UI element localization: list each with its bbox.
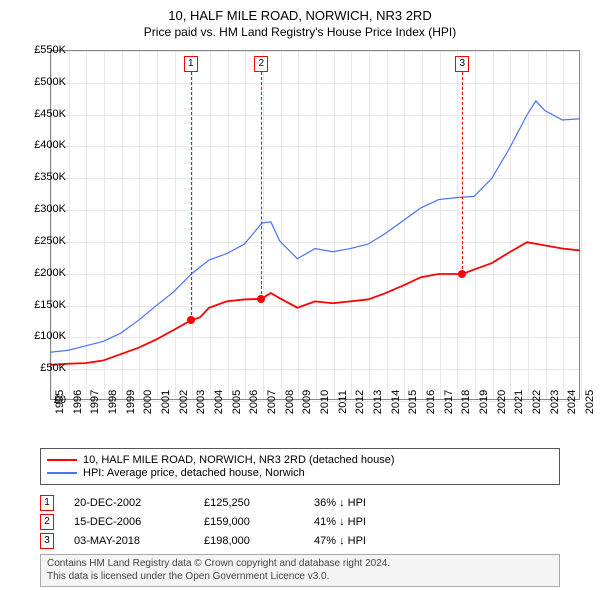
legend-swatch (47, 459, 77, 461)
legend-swatch (47, 472, 77, 474)
x-axis-label: 2024 (566, 390, 578, 414)
sale-marker-box: 3 (455, 56, 469, 72)
x-axis-label: 2023 (549, 390, 561, 414)
x-axis-label: 2014 (390, 390, 402, 414)
sale-event-row: 1 20-DEC-2002 £125,250 36% ↓ HPI (40, 495, 560, 511)
x-axis-label: 2003 (195, 390, 207, 414)
x-axis-label: 2011 (337, 390, 349, 414)
x-axis-label: 2018 (460, 390, 472, 414)
event-price: £125,250 (204, 497, 294, 509)
sale-marker-dot (187, 316, 195, 324)
event-hpi-diff: 41% ↓ HPI (314, 516, 414, 528)
x-axis-label: 1995 (54, 390, 66, 414)
x-axis-label: 2004 (213, 390, 225, 414)
x-axis-label: 2022 (531, 390, 543, 414)
event-hpi-diff: 36% ↓ HPI (314, 497, 414, 509)
sale-events-table: 1 20-DEC-2002 £125,250 36% ↓ HPI 2 15-DEC-200… (40, 492, 560, 552)
x-axis-label: 2005 (231, 390, 243, 414)
sale-event-row: 2 15-DEC-2006 £159,000 41% ↓ HPI (40, 514, 560, 530)
x-axis-label: 2015 (407, 390, 419, 414)
legend-box: 10, HALF MILE ROAD, NORWICH, NR3 2RD (de… (40, 448, 560, 485)
legend-row: 10, HALF MILE ROAD, NORWICH, NR3 2RD (de… (47, 454, 553, 466)
x-axis-label: 2009 (301, 390, 313, 414)
sale-marker-box: 2 (254, 56, 268, 72)
sale-marker-dot (458, 270, 466, 278)
x-axis-label: 2013 (372, 390, 384, 414)
event-index-box: 2 (40, 514, 54, 530)
y-axis-label: £550K (21, 44, 66, 56)
x-axis-label: 2016 (425, 390, 437, 414)
sale-marker-dot (257, 295, 265, 303)
sale-marker-box: 1 (184, 56, 198, 72)
x-axis-label: 2008 (284, 390, 296, 414)
x-axis-label: 2006 (248, 390, 260, 414)
x-axis-label: 1996 (72, 390, 84, 414)
sale-marker-line (191, 72, 192, 320)
x-axis-label: 2012 (354, 390, 366, 414)
x-axis-label: 2001 (160, 390, 172, 414)
event-date: 15-DEC-2006 (74, 516, 184, 528)
y-axis-label: £100K (21, 330, 66, 342)
x-axis-label: 1997 (89, 390, 101, 414)
sale-event-row: 3 03-MAY-2018 £198,000 47% ↓ HPI (40, 533, 560, 549)
x-axis-label: 1999 (125, 390, 137, 414)
x-axis-label: 2021 (513, 390, 525, 414)
footer-line-2: This data is licensed under the Open Gov… (47, 571, 553, 584)
x-axis-label: 2010 (319, 390, 331, 414)
gridline-v (581, 51, 582, 399)
chart-svg (50, 50, 580, 400)
sale-marker-line (462, 72, 463, 274)
series-hpi (50, 101, 580, 352)
x-axis-label: 2019 (478, 390, 490, 414)
event-index-box: 3 (40, 533, 54, 549)
y-axis-label: £350K (21, 171, 66, 183)
x-axis-label: 2000 (142, 390, 154, 414)
event-price: £198,000 (204, 535, 294, 547)
x-axis-label: 2020 (496, 390, 508, 414)
y-axis-label: £50K (21, 362, 66, 374)
footer-line-1: Contains HM Land Registry data © Crown c… (47, 558, 553, 571)
x-axis-label: 2025 (584, 390, 596, 414)
x-axis-label: 2007 (266, 390, 278, 414)
y-axis-label: £450K (21, 108, 66, 120)
y-axis-label: £300K (21, 203, 66, 215)
y-axis-label: £500K (21, 76, 66, 88)
legend-label: 10, HALF MILE ROAD, NORWICH, NR3 2RD (de… (83, 454, 395, 466)
x-axis-label: 2017 (443, 390, 455, 414)
legend-row: HPI: Average price, detached house, Norw… (47, 467, 553, 479)
legend-label: HPI: Average price, detached house, Norw… (83, 467, 305, 479)
title-address: 10, HALF MILE ROAD, NORWICH, NR3 2RD (0, 8, 600, 23)
series-price_paid (50, 242, 580, 365)
y-axis-label: £400K (21, 139, 66, 151)
licence-footer: Contains HM Land Registry data © Crown c… (40, 554, 560, 587)
title-subtitle: Price paid vs. HM Land Registry's House … (0, 25, 600, 39)
chart-title-block: 10, HALF MILE ROAD, NORWICH, NR3 2RD Pri… (0, 0, 600, 39)
event-hpi-diff: 47% ↓ HPI (314, 535, 414, 547)
x-axis-label: 1998 (107, 390, 119, 414)
sale-marker-line (261, 72, 262, 299)
y-axis-label: £150K (21, 299, 66, 311)
y-axis-label: £200K (21, 267, 66, 279)
y-axis-label: £250K (21, 235, 66, 247)
event-index-box: 1 (40, 495, 54, 511)
event-date: 20-DEC-2002 (74, 497, 184, 509)
x-axis-label: 2002 (178, 390, 190, 414)
event-date: 03-MAY-2018 (74, 535, 184, 547)
event-price: £159,000 (204, 516, 294, 528)
